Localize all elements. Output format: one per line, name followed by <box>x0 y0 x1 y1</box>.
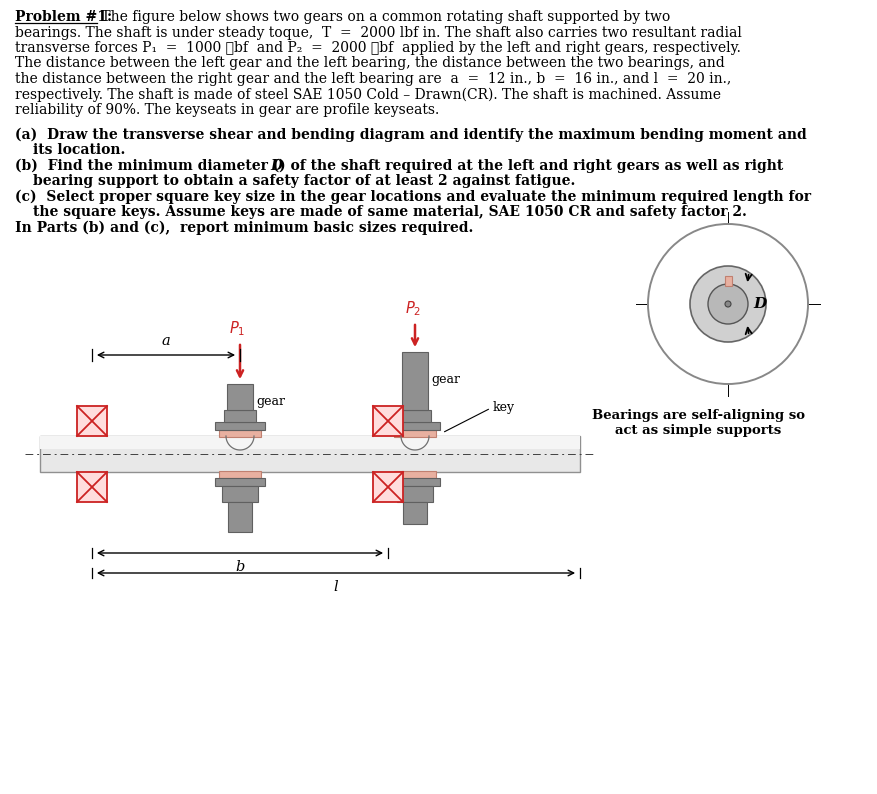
Bar <box>215 478 265 486</box>
Bar <box>77 406 107 436</box>
Bar <box>215 422 265 430</box>
Text: D: D <box>753 297 766 311</box>
Circle shape <box>648 224 808 384</box>
Bar <box>402 352 428 410</box>
Bar <box>394 471 436 478</box>
Bar <box>222 486 258 502</box>
Bar <box>77 472 107 502</box>
Text: the distance between the right gear and the left bearing are  a  =  12 in., b  =: the distance between the right gear and … <box>15 72 731 86</box>
Bar <box>373 472 403 502</box>
Text: Bearings are self-aligning so
act as simple supports: Bearings are self-aligning so act as sim… <box>591 409 804 437</box>
Text: The figure below shows two gears on a common rotating shaft supported by two: The figure below shows two gears on a co… <box>97 10 670 24</box>
Bar <box>40 436 580 449</box>
Text: l: l <box>333 580 339 594</box>
Text: $P_1$: $P_1$ <box>229 319 246 338</box>
Text: Problem #1:: Problem #1: <box>15 10 112 24</box>
Bar <box>403 502 427 524</box>
Bar <box>373 406 403 436</box>
Text: the square keys. Assume keys are made of same material, SAE 1050 CR and safety f: the square keys. Assume keys are made of… <box>33 206 747 219</box>
Text: transverse forces P₁  =  1000 ℓbf  and P₂  =  2000 ℓbf  applied by the left and : transverse forces P₁ = 1000 ℓbf and P₂ =… <box>15 41 741 55</box>
Bar <box>219 471 261 478</box>
Bar <box>394 430 436 437</box>
Text: (b)  Find the minimum diameter (: (b) Find the minimum diameter ( <box>15 159 279 173</box>
Text: bearings. The shaft is under steady toque,  T  =  2000 lbf in. The shaft also ca: bearings. The shaft is under steady toqu… <box>15 25 742 40</box>
Text: b: b <box>235 560 245 574</box>
Bar <box>40 436 580 472</box>
Text: D: D <box>270 159 282 173</box>
Bar <box>228 502 252 532</box>
Text: reliability of 90%. The keyseats in gear are profile keyseats.: reliability of 90%. The keyseats in gear… <box>15 103 439 117</box>
Text: gear: gear <box>431 372 460 386</box>
Text: (c)  Select proper square key size in the gear locations and evaluate the minimu: (c) Select proper square key size in the… <box>15 190 811 204</box>
Text: ) of the shaft required at the left and right gears as well as right: ) of the shaft required at the left and … <box>279 159 783 173</box>
Bar <box>390 422 440 430</box>
Circle shape <box>708 284 748 324</box>
Text: gear: gear <box>256 395 285 407</box>
Circle shape <box>725 301 731 307</box>
Circle shape <box>690 266 766 342</box>
Text: $P_2$: $P_2$ <box>405 299 421 318</box>
Text: its location.: its location. <box>33 143 125 157</box>
Text: The distance between the left gear and the left bearing, the distance between th: The distance between the left gear and t… <box>15 56 724 71</box>
Text: (a)  Draw the transverse shear and bending diagram and identify the maximum bend: (a) Draw the transverse shear and bendin… <box>15 128 807 142</box>
Bar <box>397 486 433 502</box>
Text: bearing support to obtain a safety factor of at least 2 against fatigue.: bearing support to obtain a safety facto… <box>33 175 575 188</box>
Bar <box>724 276 731 286</box>
Text: key: key <box>493 402 515 414</box>
Bar <box>224 410 256 422</box>
Bar <box>390 478 440 486</box>
Bar <box>219 430 261 437</box>
Bar <box>399 410 431 422</box>
Text: a: a <box>161 334 170 348</box>
Text: respectively. The shaft is made of steel SAE 1050 Cold – Drawn(CR). The shaft is: respectively. The shaft is made of steel… <box>15 87 721 102</box>
Bar <box>227 384 253 410</box>
Text: In Parts (b) and (c),  report minimum basic sizes required.: In Parts (b) and (c), report minimum bas… <box>15 221 474 235</box>
